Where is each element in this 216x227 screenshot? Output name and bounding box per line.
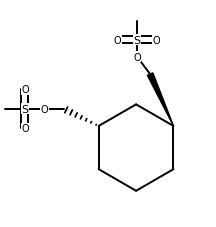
Text: S: S	[21, 104, 28, 114]
Polygon shape	[147, 74, 173, 126]
Text: O: O	[153, 35, 160, 45]
Text: O: O	[40, 104, 48, 114]
Text: O: O	[21, 123, 29, 133]
Text: S: S	[134, 35, 141, 45]
Text: O: O	[114, 35, 122, 45]
Text: O: O	[21, 85, 29, 95]
Text: O: O	[133, 53, 141, 63]
